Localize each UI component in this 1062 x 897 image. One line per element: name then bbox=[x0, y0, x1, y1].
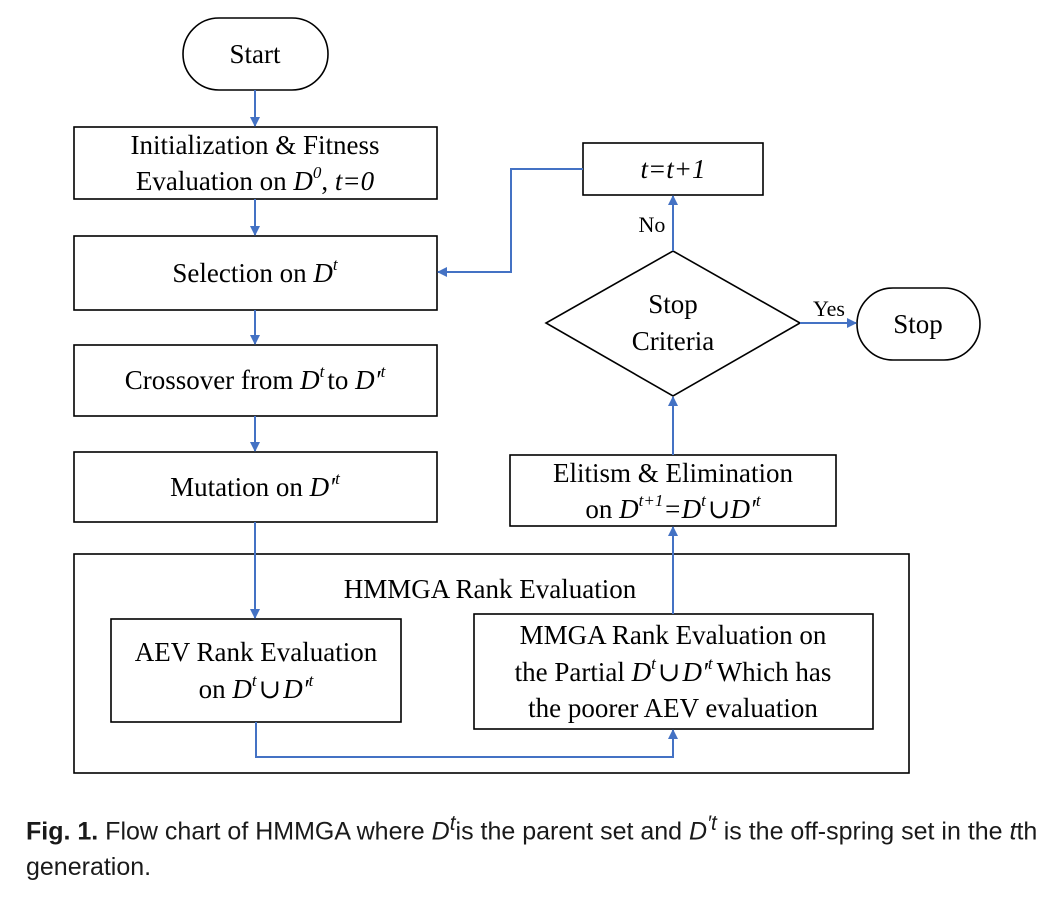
figure-caption: Fig. 1. Flow chart of HMMGA where Dtis t… bbox=[26, 812, 1038, 882]
start-terminal: Start bbox=[182, 17, 329, 91]
flowchart: Start Initialization & Fitness Evaluatio… bbox=[73, 17, 981, 774]
yes-label: Yes bbox=[813, 296, 845, 321]
aev-box: AEV Rank Evaluation on Dt∪D′t bbox=[110, 618, 402, 723]
selection-box: Selection on Dt bbox=[73, 235, 438, 311]
mutation-box: Mutation on D′t bbox=[73, 451, 438, 523]
increment-box: t=t+1 bbox=[582, 142, 764, 196]
aev-line1: AEV Rank Evaluation bbox=[135, 637, 378, 667]
elitism-line2: on Dt+1=Dt∪D′t bbox=[585, 491, 761, 524]
mmga-line3: the poorer AEV evaluation bbox=[528, 693, 818, 723]
stop-criteria-diamond: Stop Criteria bbox=[544, 250, 802, 397]
init-box: Initialization & Fitness Evaluation on D… bbox=[73, 126, 438, 200]
crossover-label: Crossover from Dt to D′t bbox=[125, 362, 387, 395]
init-line1: Initialization & Fitness bbox=[131, 130, 380, 160]
elitism-line1: Elitism & Elimination bbox=[553, 458, 793, 488]
caption-fig-label: Fig. 1. bbox=[26, 817, 99, 846]
connectors bbox=[250, 90, 857, 758]
stop-terminal: Stop bbox=[856, 287, 981, 361]
no-label: No bbox=[639, 212, 666, 237]
aev-line2: on Dt∪D′t bbox=[199, 671, 315, 704]
mmga-line1: MMGA Rank Evaluation on bbox=[520, 620, 827, 650]
elitism-box: Elitism & Elimination on Dt+1=Dt∪D′t bbox=[509, 454, 837, 527]
mutation-label: Mutation on D′t bbox=[170, 469, 341, 502]
increment-label: t=t+1 bbox=[641, 154, 706, 184]
arrow-aev-to-mmga bbox=[255, 722, 678, 758]
init-line2: Evaluation on D0, t=0 bbox=[136, 163, 375, 196]
stop-label: Stop bbox=[893, 309, 943, 339]
hmmga-title: HMMGA Rank Evaluation bbox=[344, 574, 637, 604]
stop-criteria-line2: Criteria bbox=[632, 326, 714, 356]
selection-label: Selection on Dt bbox=[172, 255, 338, 288]
start-label: Start bbox=[230, 39, 281, 69]
stop-criteria-line1: Stop bbox=[648, 289, 698, 319]
crossover-box: Crossover from Dt to D′t bbox=[73, 344, 438, 417]
mmga-line2: the Partial Dt∪D′t Which has bbox=[515, 654, 832, 687]
mmga-box: MMGA Rank Evaluation on the Partial Dt∪D… bbox=[473, 613, 874, 730]
arrow-increment-to-selection bbox=[437, 168, 583, 277]
